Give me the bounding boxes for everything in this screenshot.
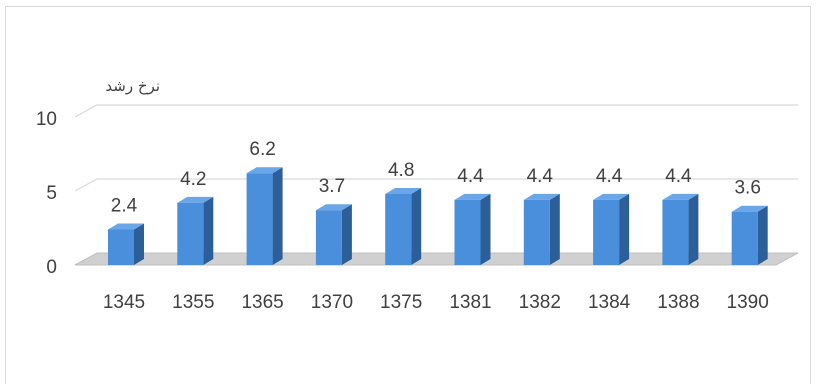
bar-top bbox=[315, 204, 352, 211]
bar-side bbox=[757, 205, 768, 265]
bar-top bbox=[108, 223, 144, 230]
bar-top bbox=[385, 187, 422, 194]
bar-front bbox=[454, 199, 481, 265]
x-tick-label: 1390 bbox=[727, 292, 769, 313]
bar-top bbox=[523, 193, 560, 200]
bar-top bbox=[731, 205, 768, 212]
bar bbox=[731, 205, 768, 265]
data-label: 4.4 bbox=[665, 166, 692, 187]
data-label: 2.4 bbox=[111, 195, 138, 216]
data-label: 4.4 bbox=[527, 166, 554, 187]
bar-side bbox=[341, 204, 352, 265]
x-axis-ticks: 1345 1355 1365 1370 1375 1381 1382 1384 1388 1390 bbox=[103, 292, 769, 313]
data-label: 4.2 bbox=[180, 169, 206, 190]
x-tick-label: 1388 bbox=[657, 292, 699, 313]
bar-top bbox=[246, 167, 283, 174]
data-labels: 2.4 4.2 6.2 3.7 4.8 4.4 4.4 4.4 4.4 3.6 bbox=[111, 139, 761, 216]
bar-side bbox=[134, 223, 144, 265]
bars bbox=[108, 167, 768, 265]
y-tick-label: 5 bbox=[46, 183, 57, 204]
bar bbox=[523, 193, 560, 265]
data-label: 3.6 bbox=[734, 178, 760, 199]
y-axis-label: نرخ رشد bbox=[105, 77, 160, 95]
gridline bbox=[74, 104, 798, 118]
data-label: 4.8 bbox=[388, 160, 414, 181]
bar-side bbox=[480, 193, 491, 265]
y-tick-label: 0 bbox=[46, 257, 57, 278]
x-tick-label: 1365 bbox=[241, 292, 283, 313]
bar-side bbox=[272, 167, 283, 265]
bar-top bbox=[177, 196, 214, 203]
bar-top bbox=[454, 193, 491, 200]
bar-top bbox=[662, 193, 699, 200]
x-tick-label: 1355 bbox=[172, 292, 214, 313]
gridline bbox=[74, 178, 798, 192]
y-tick-label: 10 bbox=[36, 109, 57, 130]
bar bbox=[454, 193, 491, 265]
data-label: 3.7 bbox=[319, 176, 345, 197]
data-label: 6.2 bbox=[249, 139, 275, 160]
bar-front bbox=[108, 229, 134, 265]
bar bbox=[662, 193, 699, 265]
bar bbox=[315, 204, 352, 265]
bar-front bbox=[662, 199, 689, 265]
bar-side bbox=[688, 193, 699, 265]
bar-front bbox=[593, 199, 620, 265]
bar-side bbox=[549, 193, 560, 265]
bar-front bbox=[177, 202, 204, 265]
data-label: 4.4 bbox=[596, 166, 623, 187]
bar-side bbox=[619, 193, 630, 265]
x-tick-label: 1375 bbox=[380, 292, 422, 313]
bar-front bbox=[731, 211, 758, 265]
bar-front bbox=[523, 199, 550, 265]
x-tick-label: 1370 bbox=[311, 292, 353, 313]
x-tick-label: 1381 bbox=[449, 292, 491, 313]
x-tick-label: 1382 bbox=[519, 292, 561, 313]
data-label: 4.4 bbox=[457, 166, 484, 187]
y-axis-ticks: 0 5 10 bbox=[36, 109, 57, 278]
bar bbox=[246, 167, 283, 265]
bar-front bbox=[315, 210, 342, 265]
bar bbox=[108, 223, 144, 265]
x-tick-label: 1345 bbox=[103, 292, 145, 313]
bar bbox=[593, 193, 630, 265]
bar-top bbox=[593, 193, 630, 200]
x-tick-label: 1384 bbox=[588, 292, 631, 313]
bar-front bbox=[246, 173, 273, 265]
bar bbox=[177, 196, 214, 265]
bar-side bbox=[411, 187, 422, 265]
bar-side bbox=[203, 196, 214, 265]
bar bbox=[385, 187, 422, 265]
bar-front bbox=[385, 193, 412, 265]
